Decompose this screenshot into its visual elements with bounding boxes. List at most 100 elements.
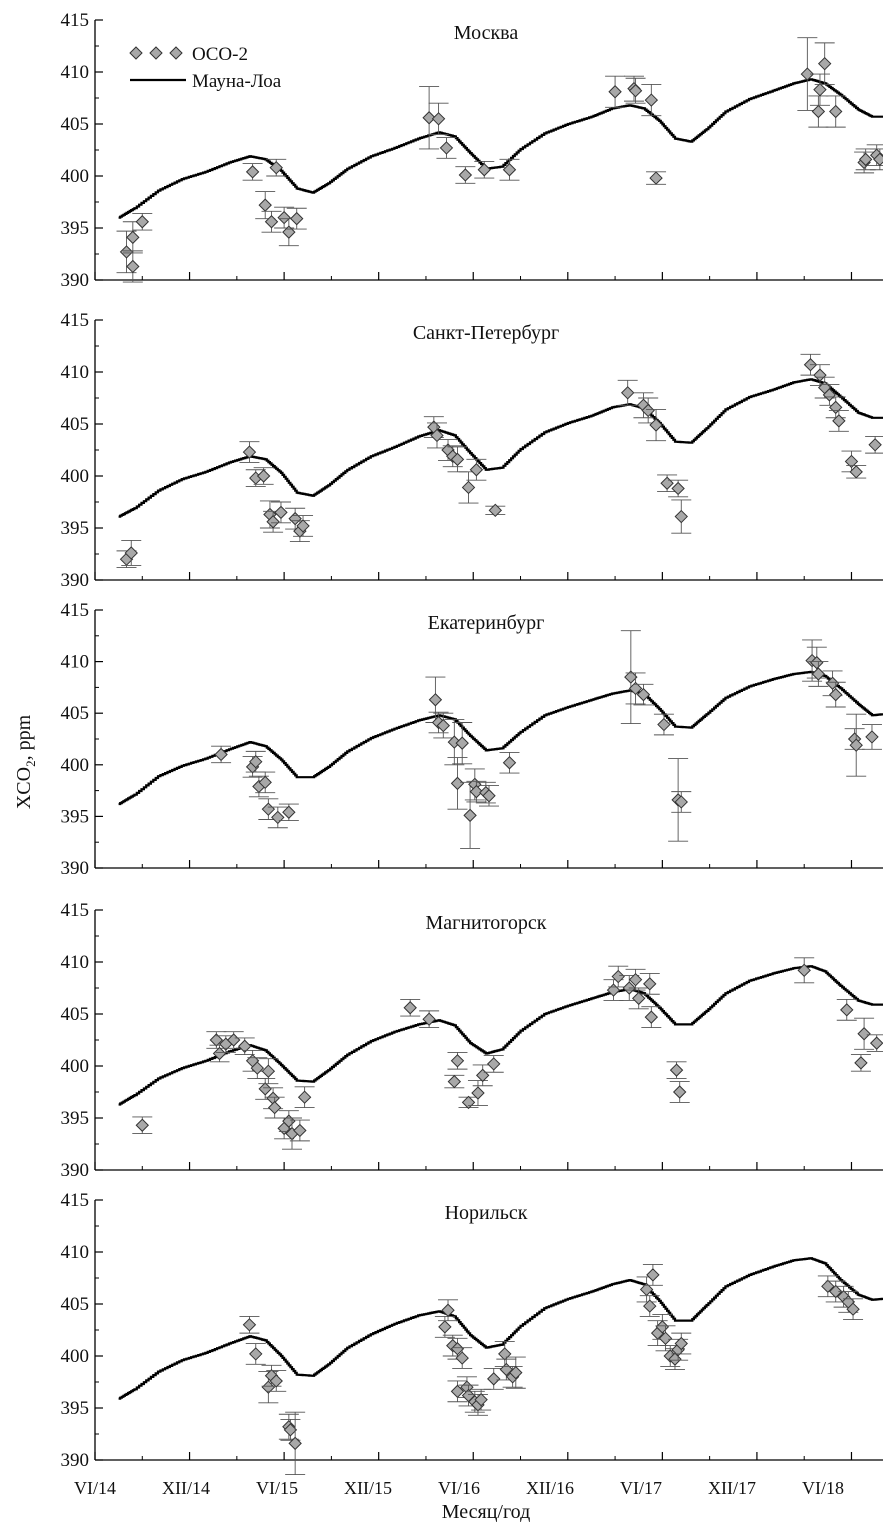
oco2-point [239, 441, 260, 463]
oco2-point [669, 1081, 690, 1103]
oco2-point [263, 510, 284, 533]
oco2-marker [822, 388, 837, 402]
oco2-marker [450, 452, 465, 467]
oco2-point [671, 1332, 692, 1355]
oco2-point [819, 384, 840, 406]
y-tick-label: 395 [61, 218, 90, 239]
y-tick-label: 390 [61, 570, 90, 591]
oco2-point [239, 1316, 260, 1334]
oco2-marker [821, 1279, 835, 1294]
oco2-marker [428, 693, 443, 707]
oco2-marker [488, 503, 503, 518]
oco2-marker [455, 736, 469, 750]
oco2-point [433, 712, 454, 739]
oco2-marker [242, 1318, 257, 1332]
oco2-marker [296, 519, 310, 533]
oco2-marker [649, 418, 663, 432]
oco2-point [625, 77, 646, 104]
oco2-marker [477, 163, 491, 177]
oco2-point [206, 1031, 227, 1049]
oco2-point [861, 724, 882, 750]
oco2-point [474, 160, 495, 179]
oco2-marker [439, 141, 454, 155]
oco2-marker [849, 738, 863, 752]
panel-2: 390 395 400 405 410 415 Санкт-Петербург [61, 310, 883, 591]
oco2-point [466, 458, 487, 481]
oco2-point [467, 1080, 488, 1106]
oco2-point [447, 1052, 468, 1070]
x-tick-label: XII/14 [162, 1478, 210, 1498]
y-tick-label: 415 [61, 10, 90, 31]
oco2-point [425, 676, 446, 723]
oco2-point [255, 771, 276, 794]
y-tick-label: 395 [61, 1108, 90, 1129]
y-tick-label: 415 [61, 310, 90, 331]
oco2-marker [487, 1372, 501, 1386]
oco2-point [458, 471, 479, 504]
oco2-point [452, 1347, 473, 1369]
oco2-marker [811, 104, 826, 119]
oco2-point [258, 1058, 279, 1085]
oco2-point [642, 1264, 663, 1286]
x-tick-label: XII/16 [526, 1478, 574, 1498]
oco2-marker [126, 230, 140, 245]
oco2-marker [873, 152, 883, 167]
oco2-marker [865, 730, 879, 744]
oco2-point [617, 379, 638, 406]
oco2-point [234, 1037, 255, 1056]
oco2-marker [267, 1100, 282, 1115]
y-axis-label-unit: , ppm [13, 714, 35, 760]
oco2-point [255, 191, 276, 220]
oco2-marker [249, 754, 263, 769]
oco2-point [211, 745, 232, 764]
oco2-point [447, 1337, 468, 1360]
oco2-marker [258, 1082, 272, 1096]
oco2-marker [422, 111, 436, 125]
oco2-point [266, 1370, 287, 1392]
oco2-point [671, 499, 692, 534]
oco2-point [436, 137, 457, 159]
oco2-point [293, 515, 314, 537]
oco2-point [419, 86, 440, 150]
y-tick-label: 410 [61, 62, 90, 83]
oco2-marker [643, 977, 657, 991]
oco2-marker [674, 509, 688, 524]
oco2-marker [474, 1392, 488, 1407]
x-tick-label: VI/14 [74, 1478, 116, 1498]
oco2-point [797, 37, 818, 111]
oco2-marker [124, 546, 138, 560]
oco2-marker [135, 215, 149, 229]
oco2-point [808, 95, 829, 128]
oco2-point [245, 1343, 266, 1365]
oco2-point [841, 450, 862, 473]
oco2-marker [214, 747, 228, 762]
oco2-marker [264, 215, 279, 229]
oco2-point [646, 171, 667, 185]
oco2-marker [212, 1046, 227, 1061]
mauna-loa-line [118, 378, 883, 518]
oco2-marker [858, 152, 873, 167]
oco2-point [828, 410, 849, 432]
oco2-marker [126, 259, 140, 274]
oco2-point [825, 1280, 846, 1303]
oco2-marker [509, 1365, 523, 1380]
oco2-marker [674, 1336, 688, 1351]
oco2-point [485, 503, 506, 518]
oco2-point [865, 436, 883, 454]
y-axis-label-subscript: 2 [23, 760, 38, 767]
oco2-marker [261, 802, 276, 816]
oco2-point [809, 364, 830, 386]
oco2-point [434, 1316, 455, 1338]
oco2-marker [249, 1347, 263, 1361]
oco2-marker [450, 1342, 465, 1356]
oco2-marker [256, 469, 271, 483]
panel-title: Екатеринбург [428, 612, 545, 634]
x-tick-label: VI/15 [256, 1478, 298, 1498]
y-tick-label: 400 [61, 1056, 90, 1077]
oco2-marker [608, 85, 622, 99]
oco2-point [116, 230, 137, 274]
oco2-point [458, 1095, 479, 1110]
y-tick-label: 410 [61, 952, 90, 973]
oco2-point [636, 1276, 657, 1303]
oco2-marker [657, 717, 671, 732]
